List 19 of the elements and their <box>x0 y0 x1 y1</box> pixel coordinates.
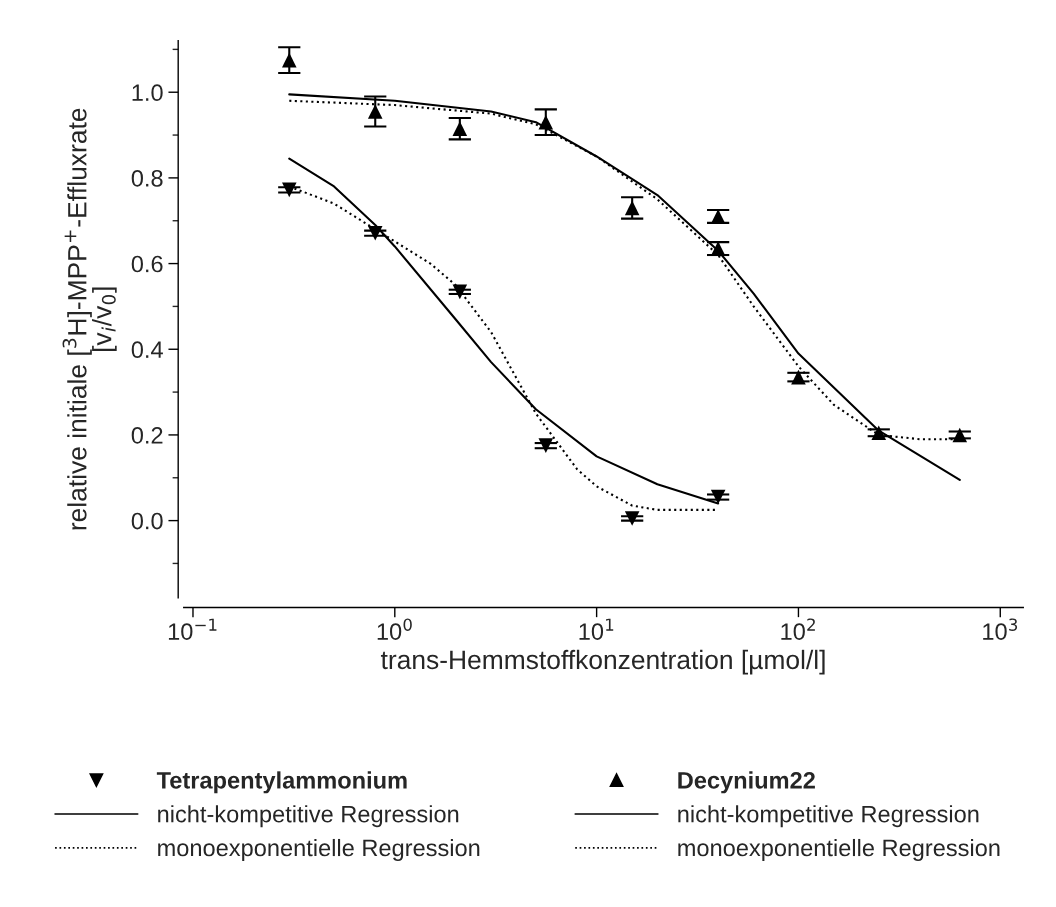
y-tick-label: 0.8 <box>131 169 163 187</box>
x-tick-label: 10$^{2}$ <box>781 618 815 640</box>
legend-label: Tetrapentylammonium <box>156 771 407 794</box>
legend-label: Decynium22 <box>678 771 815 794</box>
x-tick-label: 10$^{1}$ <box>579 618 614 640</box>
y-tick-label: 1.0 <box>132 84 163 102</box>
x-tick-label: 10$^{0}$ <box>377 618 412 640</box>
text: relative initiale [$^{3}$H]-MPP$^{+}$-Effluxrate [v$_{i}$/v$_{0}$] <box>62 108 117 530</box>
x-tick-label: 10$^{−1}$ <box>168 618 217 640</box>
legend-label: nicht-kompetitive Regression <box>678 805 979 828</box>
legend-label: monoexponentielle Regression <box>678 838 1000 861</box>
x-tick-label: 10$^{3}$ <box>983 618 1018 640</box>
y-tick-label: 0.2 <box>131 427 163 444</box>
y-tick-label: 0.4 <box>131 341 163 359</box>
y-tick-label: 0.0 <box>131 512 163 530</box>
y-tick-label: 0.6 <box>131 255 163 273</box>
legend-label: monoexponentielle Regression <box>158 838 480 861</box>
x-axis-title: trans-Hemmstoffkonzentration [µmol/l] <box>380 649 825 675</box>
legend-label: nicht-kompetitive Regression <box>158 805 459 828</box>
